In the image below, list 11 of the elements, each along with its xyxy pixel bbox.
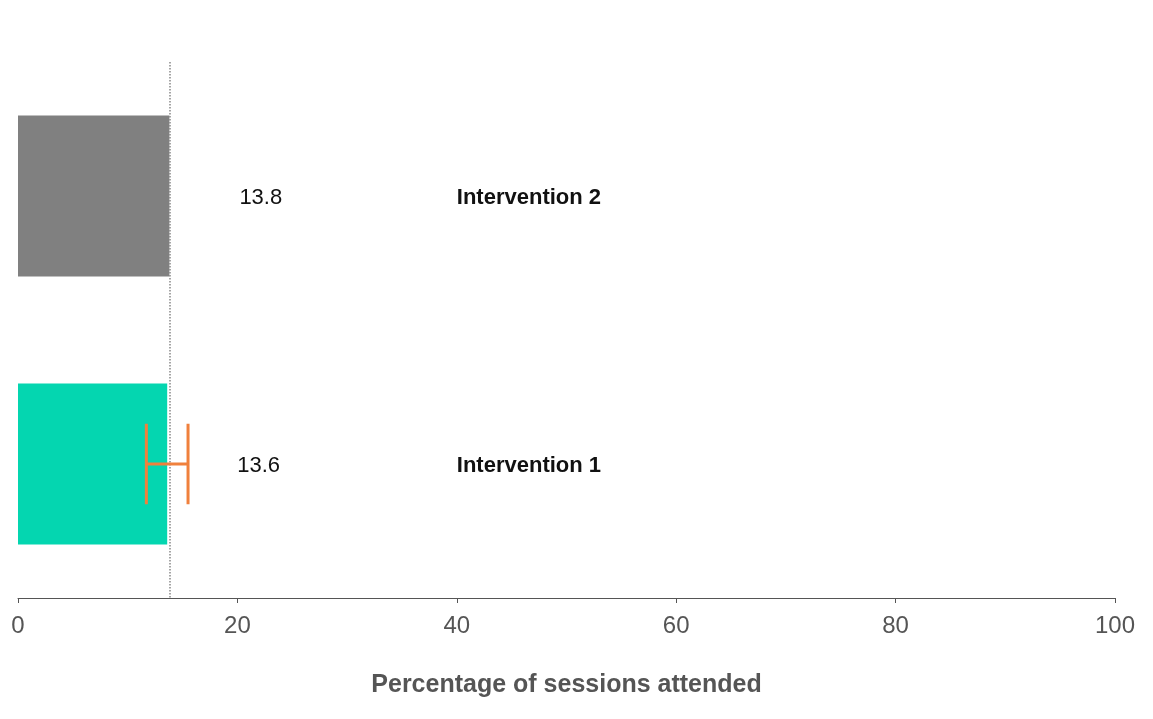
x-tick-label: 20: [224, 610, 251, 638]
data-label: 13.8: [239, 183, 283, 209]
y-tick-label: Intervention 1: [456, 451, 602, 477]
data-label: 13.6: [237, 451, 281, 477]
x-tick-label: 0: [11, 610, 25, 638]
x-tick-label: 100: [1094, 610, 1136, 638]
y-tick-label: Intervention 2: [456, 183, 602, 209]
x-axis-title: Percentage of sessions attended: [371, 668, 762, 697]
x-tick-label: 80: [882, 610, 909, 638]
x-tick-label: 40: [443, 610, 471, 638]
x-tick-label: 60: [662, 610, 690, 638]
